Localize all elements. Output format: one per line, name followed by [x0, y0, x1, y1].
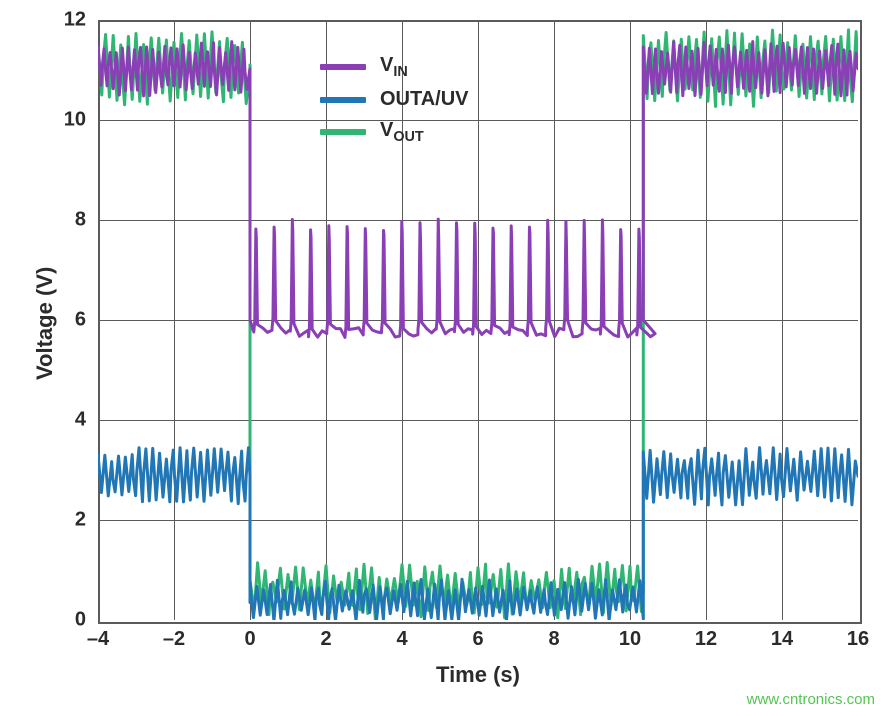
- trace-svg: [0, 0, 889, 716]
- voltage-vs-time-chart: –4–20246810121416024681012 Voltage (V) T…: [0, 0, 889, 716]
- trace-VOUT: [98, 30, 858, 620]
- trace-VIN: [98, 42, 858, 338]
- trace-OUTA_UV: [98, 448, 858, 621]
